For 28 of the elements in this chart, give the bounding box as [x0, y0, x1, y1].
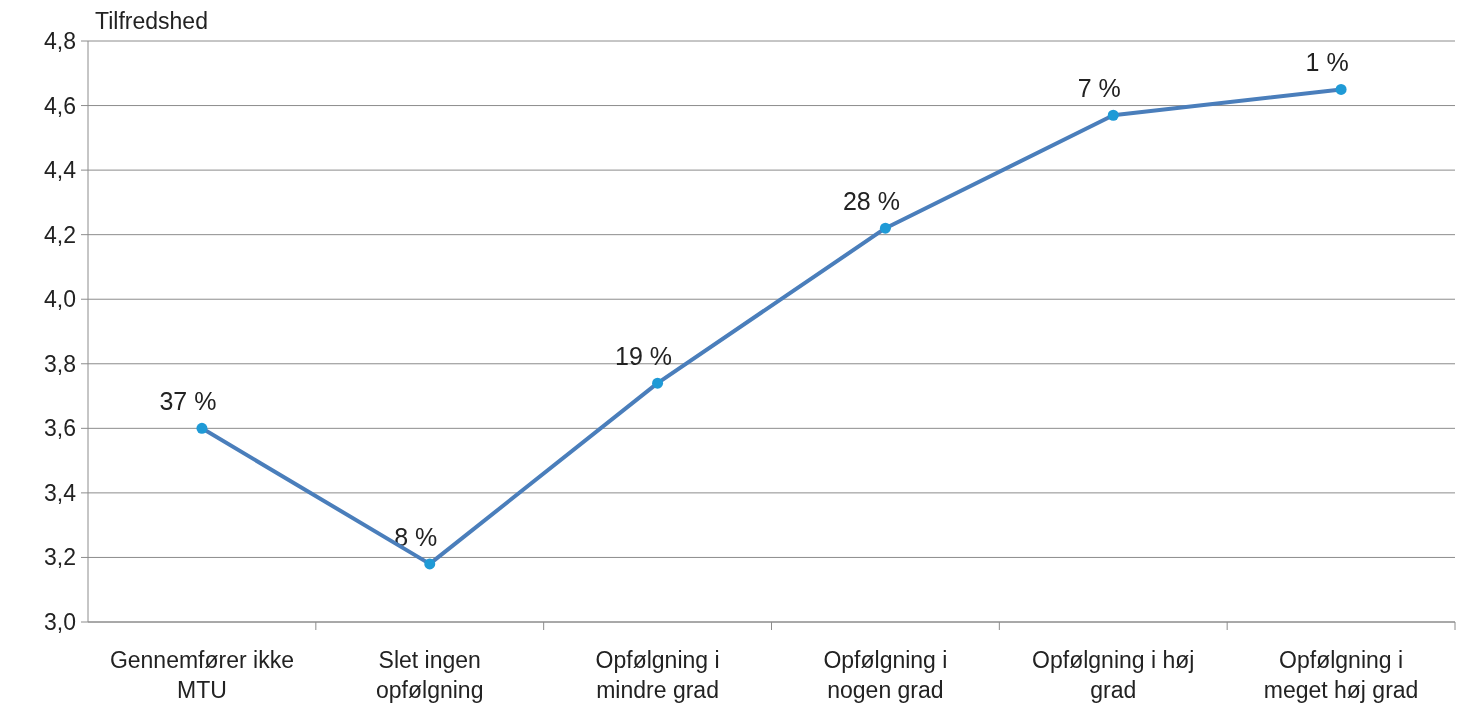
point [879, 222, 891, 234]
annotation: 28 % [842, 187, 900, 216]
x-tick-label: Opfølgning i høj grad [1032, 647, 1195, 703]
y-tick-label: 3,2 [44, 544, 76, 571]
x-tick-label: Slet ingen opfølgning [376, 647, 484, 703]
y-tick-label: 3,4 [44, 479, 77, 506]
annotation: 19 % [615, 342, 673, 371]
y-tick-label: 3,0 [44, 609, 76, 636]
point [424, 558, 436, 570]
y-tick-label: 4,6 [44, 92, 76, 119]
point [196, 422, 208, 434]
x-tick-label: Opfølgning i meget høj grad [1263, 647, 1419, 703]
y-tick-label: 4,2 [44, 221, 76, 248]
y-tick-label: 4,8 [44, 28, 76, 55]
x-tick-label: Gennemfører ikke MTU [109, 647, 294, 703]
y-axis-title: Tilfredshed [95, 8, 208, 34]
point [1107, 109, 1119, 121]
point [1335, 83, 1347, 95]
annotation: 1 % [1305, 48, 1349, 77]
x-tick-label: Opfølgning i nogen grad [823, 647, 948, 703]
y-tick-label: 4,0 [44, 286, 76, 313]
point [652, 377, 664, 389]
y-tick-label: 4,4 [44, 157, 77, 184]
annotation: 7 % [1077, 74, 1121, 103]
x-tick-label: Opfølgning i mindre grad [595, 647, 720, 703]
y-tick-label: 3,8 [44, 350, 76, 377]
annotation: 37 % [159, 387, 217, 416]
y-tick-label: 3,6 [44, 415, 76, 442]
